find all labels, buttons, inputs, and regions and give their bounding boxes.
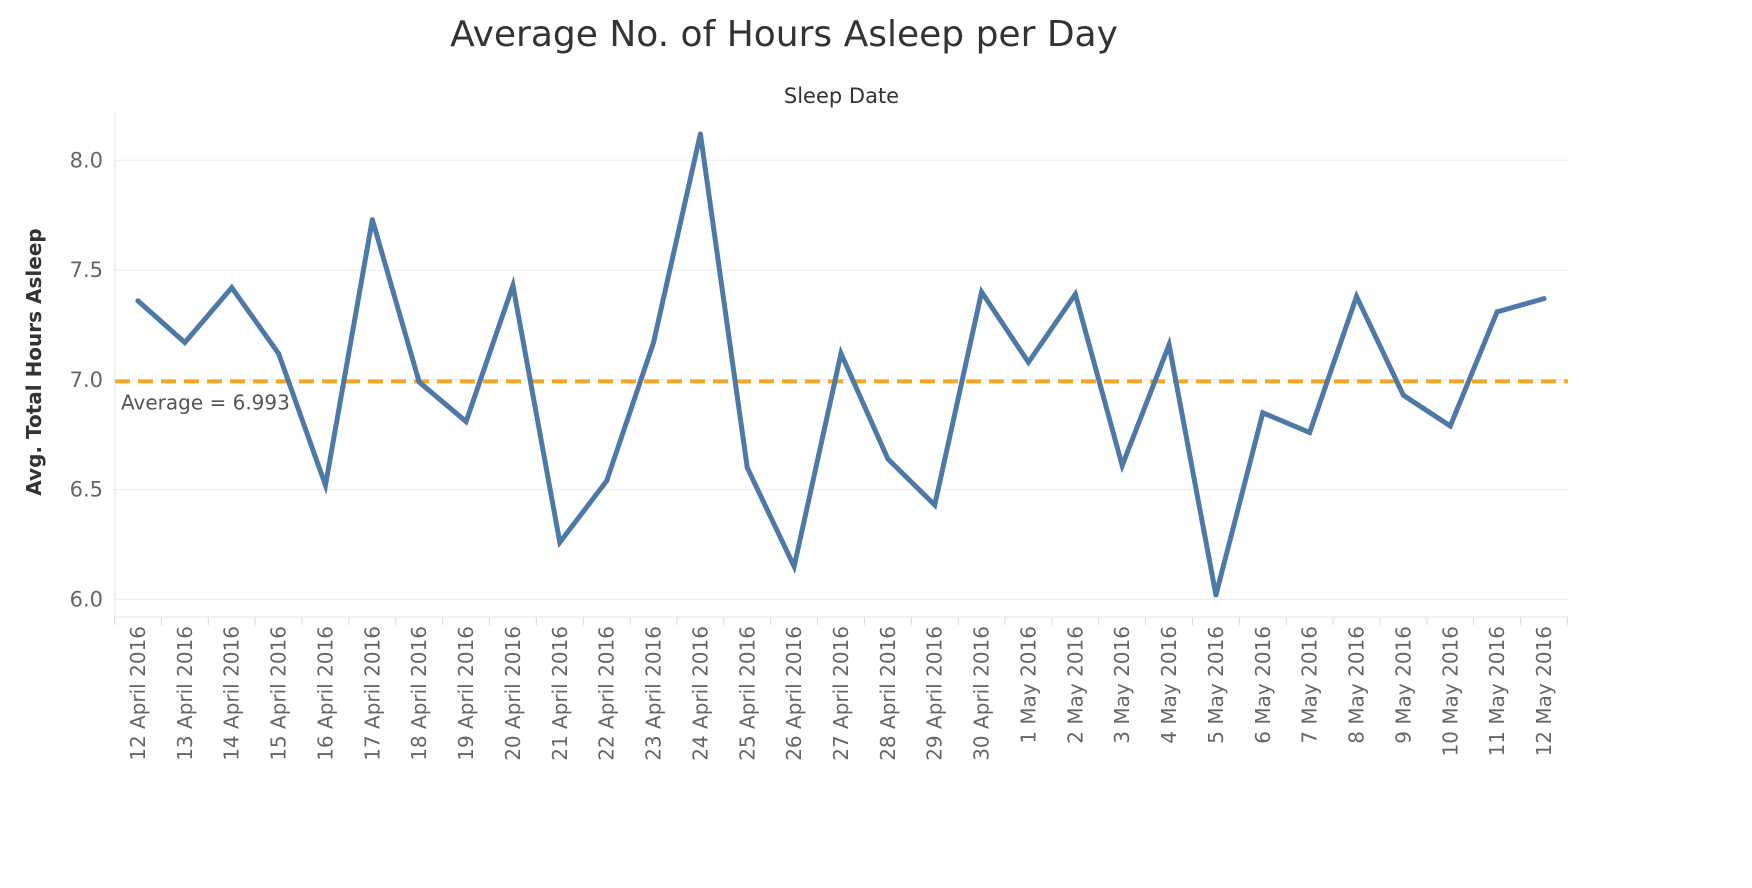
- data-point: [416, 379, 422, 385]
- data-point: [369, 217, 375, 223]
- x-tick-label: 2 May 2016: [1063, 626, 1087, 744]
- x-tick-label: 15 April 2016: [267, 626, 291, 761]
- data-point: [604, 478, 610, 484]
- data-point: [838, 351, 844, 357]
- data-point: [1260, 410, 1266, 416]
- y-tick-label: 6.5: [70, 478, 103, 502]
- data-point: [1119, 463, 1125, 468]
- data-point: [1072, 291, 1078, 297]
- x-tick-label: 13 April 2016: [173, 626, 197, 761]
- data-point: [1307, 430, 1313, 436]
- data-point: [1447, 423, 1453, 429]
- y-axis-ticks: 6.0 6.5 7.0 7.5 8.0: [70, 148, 103, 611]
- x-tick-label: 30 April 2016: [970, 626, 994, 761]
- x-tick-label: 14 April 2016: [220, 626, 244, 761]
- x-tick-label: 26 April 2016: [782, 626, 806, 761]
- data-point: [322, 482, 328, 488]
- x-tick-label: 21 April 2016: [548, 626, 572, 761]
- data-point: [510, 282, 516, 288]
- average-reference: Average = 6.993: [115, 379, 1568, 414]
- x-tick-label: 18 April 2016: [407, 626, 431, 761]
- x-tick-label: 12 May 2016: [1532, 626, 1556, 756]
- data-point: [1400, 392, 1406, 398]
- data-point: [885, 456, 891, 462]
- x-tick-label: 24 April 2016: [688, 626, 712, 761]
- series: [135, 131, 1547, 598]
- x-tick-label: 11 May 2016: [1485, 626, 1509, 756]
- x-axis-ticks: 12 April 2016 13 April 2016 14 April 2016 1…: [126, 626, 1556, 761]
- x-tick-label: 7 May 2016: [1298, 626, 1322, 744]
- data-point: [744, 465, 750, 471]
- x-tick-label: 19 April 2016: [454, 626, 478, 761]
- data-point: [1494, 309, 1500, 315]
- x-tick-label: 22 April 2016: [595, 626, 619, 761]
- data-point: [1541, 296, 1547, 302]
- x-tick-label: 28 April 2016: [876, 626, 900, 761]
- data-point: [463, 419, 469, 425]
- average-label: Average = 6.993: [121, 390, 290, 414]
- x-tick-label: 8 May 2016: [1345, 626, 1369, 744]
- axes: [114, 112, 1568, 625]
- x-tick-label: 1 May 2016: [1016, 626, 1040, 744]
- data-point: [182, 340, 188, 346]
- data-point: [1025, 359, 1031, 365]
- x-tick-label: 4 May 2016: [1157, 626, 1181, 744]
- x-tick-label: 23 April 2016: [642, 626, 666, 761]
- data-point: [1354, 293, 1360, 299]
- x-tick-label: 6 May 2016: [1251, 626, 1275, 744]
- data-point: [791, 564, 797, 569]
- data-point: [697, 131, 703, 137]
- x-tick-label: 5 May 2016: [1204, 626, 1228, 744]
- series-line: [135, 133, 1547, 596]
- x-tick-label: 16 April 2016: [313, 626, 337, 761]
- y-tick-label: 6.0: [70, 587, 103, 611]
- x-tick-label: 17 April 2016: [360, 626, 384, 761]
- data-point: [276, 351, 282, 357]
- x-tick-label: 29 April 2016: [923, 626, 947, 761]
- y-tick-label: 7.0: [70, 368, 103, 392]
- data-point: [932, 502, 938, 508]
- y-tick-label: 8.0: [70, 148, 103, 172]
- data-point: [135, 298, 141, 304]
- y-tick-label: 7.5: [70, 258, 103, 282]
- data-point: [651, 340, 657, 346]
- data-point: [979, 289, 985, 295]
- chart-title: Average No. of Hours Asleep per Day: [450, 14, 1118, 55]
- x-tick-label: 27 April 2016: [829, 626, 853, 761]
- x-tick-label: 20 April 2016: [501, 626, 525, 761]
- x-tick-label: 3 May 2016: [1110, 626, 1134, 744]
- x-axis-header: Sleep Date: [783, 84, 900, 108]
- data-point: [1213, 592, 1219, 598]
- x-tick-label: 25 April 2016: [735, 626, 759, 761]
- x-tick-label: 9 May 2016: [1391, 626, 1415, 744]
- x-tick-label: 10 May 2016: [1438, 626, 1462, 756]
- x-tick-label: 12 April 2016: [126, 626, 150, 761]
- data-point: [229, 285, 235, 291]
- data-point: [1166, 342, 1172, 348]
- data-point: [557, 539, 563, 545]
